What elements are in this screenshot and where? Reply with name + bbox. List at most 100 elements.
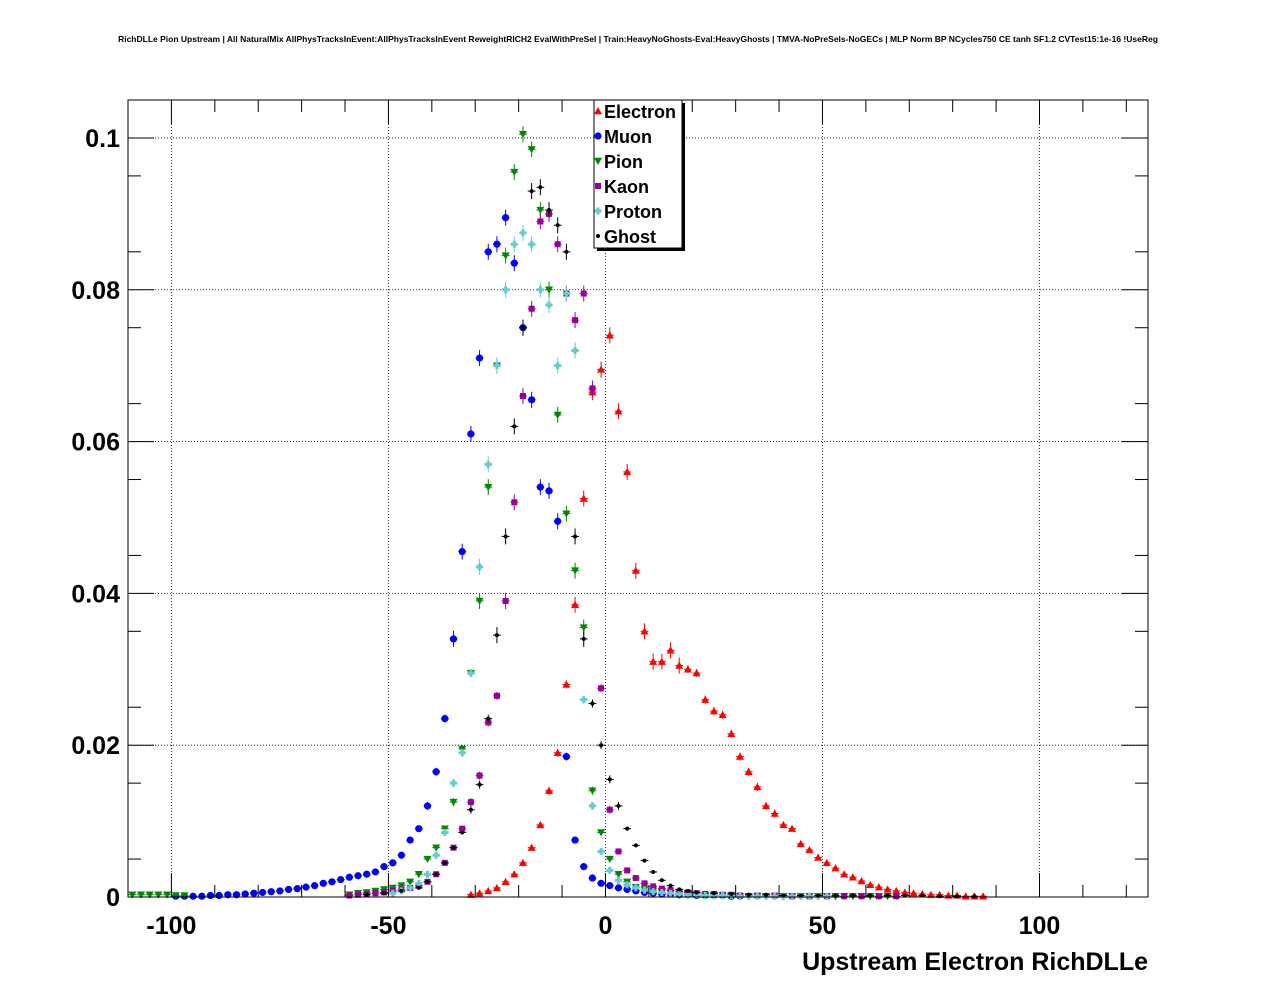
data-point xyxy=(518,130,527,139)
data-point xyxy=(641,886,649,894)
data-point xyxy=(380,863,388,871)
data-point xyxy=(484,886,493,895)
data-point xyxy=(597,365,606,373)
data-point xyxy=(328,878,336,886)
data-point xyxy=(573,534,578,539)
y-tick-label: 0.06 xyxy=(71,429,120,457)
data-point xyxy=(614,876,622,884)
data-point xyxy=(337,875,345,884)
data-point xyxy=(605,331,614,339)
data-point xyxy=(909,889,918,897)
data-point xyxy=(606,882,614,890)
legend-marker xyxy=(594,157,602,165)
data-point xyxy=(798,893,803,898)
data-point xyxy=(744,767,753,775)
data-point xyxy=(597,879,605,887)
data-point xyxy=(771,892,779,900)
data-point xyxy=(926,890,935,898)
data-point xyxy=(467,430,475,438)
data-point xyxy=(537,218,544,225)
data-point xyxy=(389,859,397,867)
data-point xyxy=(572,317,579,324)
data-point xyxy=(736,752,744,760)
data-point xyxy=(441,715,449,723)
data-point xyxy=(623,467,632,476)
data-point xyxy=(961,892,970,900)
data-point xyxy=(372,890,379,897)
data-point xyxy=(666,646,675,654)
data-point xyxy=(866,880,875,889)
y-tick-label: 0.1 xyxy=(85,125,120,153)
data-point xyxy=(536,286,544,294)
legend-label: Proton xyxy=(604,202,662,222)
data-point xyxy=(614,884,623,892)
data-point xyxy=(163,891,172,899)
data-point xyxy=(615,848,622,855)
data-point xyxy=(502,597,509,604)
data-point xyxy=(885,893,890,898)
data-point xyxy=(614,407,623,415)
data-point xyxy=(458,749,466,757)
data-point xyxy=(719,891,727,899)
data-point xyxy=(633,843,638,848)
data-point xyxy=(788,892,796,900)
data-point xyxy=(346,892,353,899)
data-point xyxy=(920,893,925,898)
data-point xyxy=(510,168,519,177)
series-ghost xyxy=(362,179,979,899)
data-point xyxy=(693,891,701,899)
data-point xyxy=(814,853,823,861)
data-point xyxy=(475,889,484,897)
data-point xyxy=(415,879,423,887)
data-point xyxy=(518,858,527,867)
data-point xyxy=(406,884,414,892)
data-point xyxy=(979,892,988,900)
data-point xyxy=(675,890,683,898)
data-point xyxy=(650,883,657,890)
data-point xyxy=(640,627,649,635)
data-point xyxy=(423,870,431,878)
data-point xyxy=(710,891,718,899)
data-point xyxy=(883,885,892,893)
data-point xyxy=(476,772,483,779)
data-point xyxy=(631,566,640,574)
data-point xyxy=(623,885,631,894)
data-point xyxy=(547,208,552,213)
data-point xyxy=(701,695,710,703)
data-point xyxy=(571,600,580,608)
data-point xyxy=(154,891,163,899)
data-point xyxy=(406,878,415,886)
data-point xyxy=(432,844,441,852)
data-point xyxy=(371,868,380,876)
data-point xyxy=(425,879,430,884)
data-point xyxy=(441,828,449,836)
x-axis-title: Upstream Electron RichDLLe xyxy=(802,948,1148,976)
data-point xyxy=(658,885,665,892)
page-title: RichDLLe Pion Upstream | All NaturalMix … xyxy=(118,34,1158,44)
data-point xyxy=(484,248,492,256)
data-point xyxy=(937,894,942,899)
data-point xyxy=(467,669,475,677)
data-point xyxy=(493,362,501,370)
data-point xyxy=(450,779,458,787)
data-point xyxy=(494,633,499,638)
data-point xyxy=(555,223,560,228)
data-point xyxy=(840,870,849,878)
tick-labels: -100 -50 0 50 100 0 0.02 0.04 0.06 0.08 0.1 xyxy=(71,125,1060,940)
data-point xyxy=(632,875,639,882)
data-point xyxy=(171,892,180,900)
data-point xyxy=(753,782,762,791)
data-point xyxy=(284,885,293,894)
data-point xyxy=(250,889,258,897)
data-point xyxy=(241,890,249,898)
data-point xyxy=(675,661,684,669)
legend-marker xyxy=(594,207,602,215)
data-point xyxy=(684,891,692,899)
data-point xyxy=(311,882,319,890)
data-point xyxy=(668,883,673,888)
data-point xyxy=(215,891,223,900)
data-point xyxy=(189,892,197,900)
data-point xyxy=(571,567,580,575)
data-point xyxy=(477,782,482,787)
data-point xyxy=(492,883,501,892)
